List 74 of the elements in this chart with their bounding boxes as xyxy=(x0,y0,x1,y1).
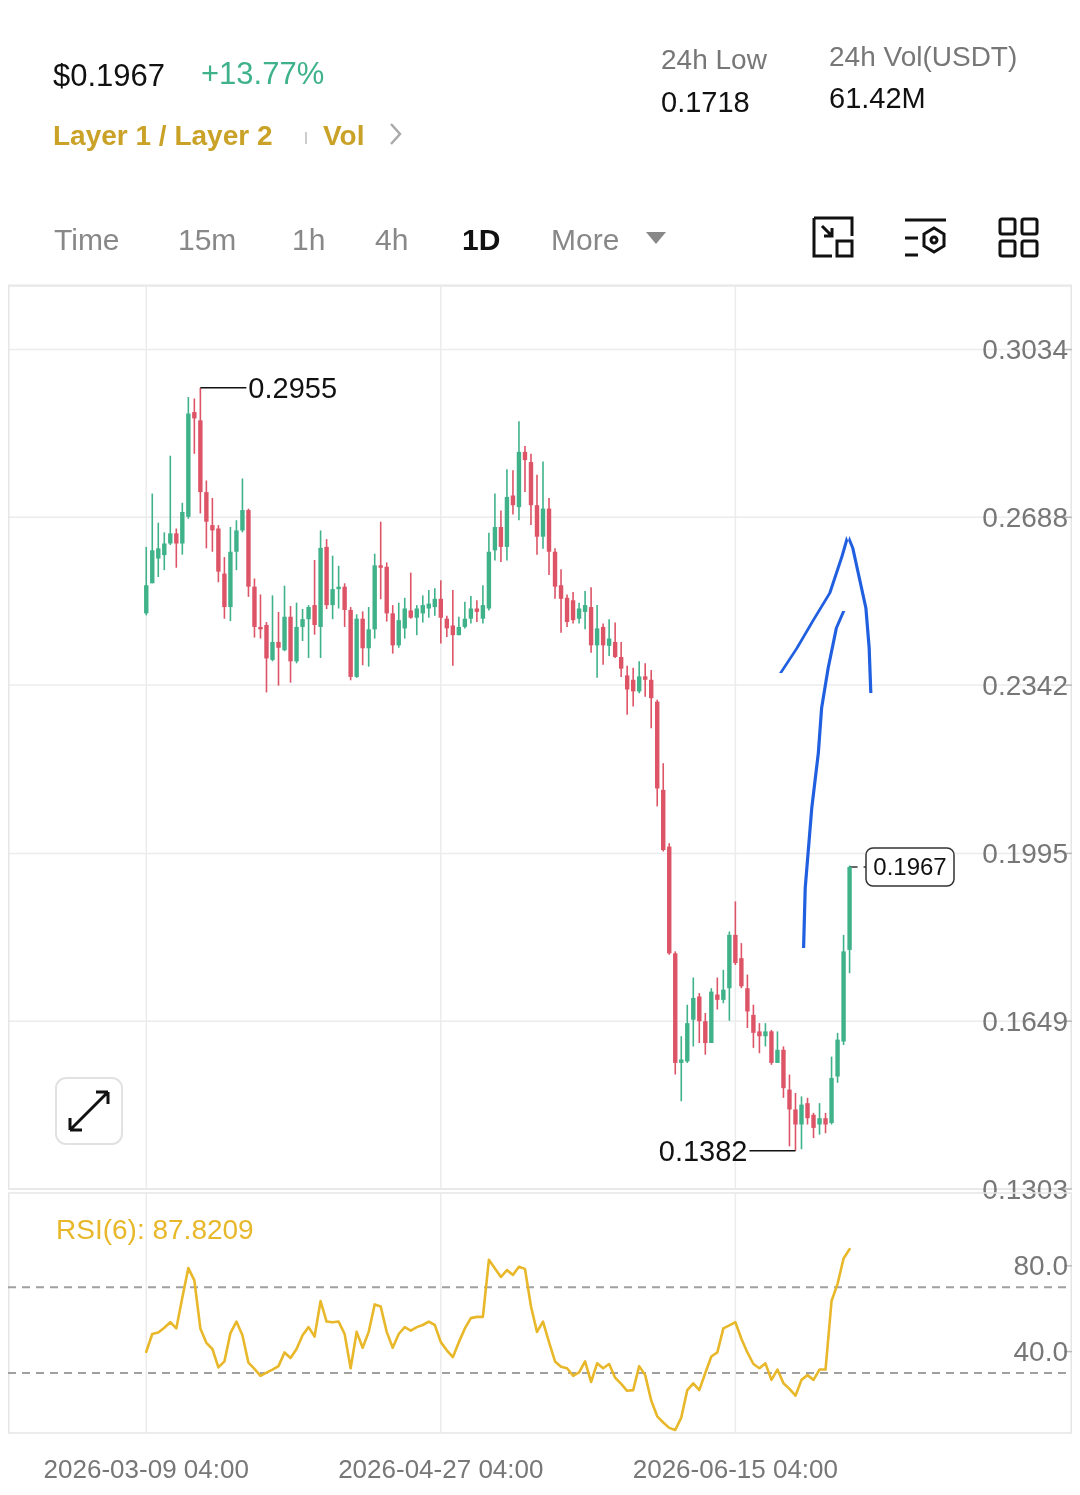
candlestick xyxy=(450,589,456,667)
candlestick xyxy=(480,584,486,625)
candlestick xyxy=(408,571,413,620)
candlestick xyxy=(270,594,275,663)
candlestick xyxy=(336,565,341,610)
text: Time xyxy=(54,223,120,256)
candlestick xyxy=(234,519,239,571)
candlestick xyxy=(558,568,564,634)
candlestick xyxy=(330,554,335,620)
text: 0.1718 xyxy=(661,86,750,118)
candlestick xyxy=(342,582,347,628)
text: Layer 1 / Layer 2 xyxy=(53,120,273,151)
text: 1h xyxy=(292,223,326,256)
candlestick xyxy=(612,621,618,659)
series-label: RSI(6): 87.8209 xyxy=(56,1213,254,1245)
text: 15m xyxy=(178,223,237,256)
candlestick xyxy=(643,662,648,698)
candlestick xyxy=(636,660,642,695)
candlestick xyxy=(594,604,600,679)
text: 1D xyxy=(462,223,501,256)
candlestick xyxy=(799,1095,804,1151)
candlestick xyxy=(763,1022,768,1048)
candlestick xyxy=(312,559,317,636)
text: Vol xyxy=(323,120,365,151)
candlestick xyxy=(823,1112,828,1135)
y-tick-label: 40.0 xyxy=(1013,1336,1068,1368)
candlestick xyxy=(438,579,444,645)
ref-line-label: 0.1967 xyxy=(873,853,947,881)
y-tick-label: 0.1649 xyxy=(982,1005,1068,1037)
candlestick xyxy=(703,1012,708,1056)
candlestick xyxy=(618,641,624,678)
candlestick xyxy=(156,521,161,578)
candlestick xyxy=(787,1073,792,1148)
candlestick xyxy=(426,589,431,619)
candlestick xyxy=(168,454,173,546)
line-series xyxy=(144,1247,851,1432)
y-tick-label: 80.0 xyxy=(1013,1250,1068,1282)
candlestick xyxy=(366,606,371,668)
candlestick xyxy=(174,527,179,569)
text: 24h Low xyxy=(661,44,768,75)
candlestick xyxy=(721,969,726,1005)
annotation: 0.2955 xyxy=(248,371,338,404)
text: 24h Vol(USDT) xyxy=(829,41,1018,72)
y-tick-label: 0.2342 xyxy=(982,669,1068,701)
candlestick xyxy=(793,1092,798,1152)
candlestick xyxy=(240,477,245,534)
y-tick-label: 0.2688 xyxy=(982,501,1068,533)
text: More xyxy=(551,223,620,256)
candlestick xyxy=(582,590,588,631)
text: $0.1967 xyxy=(53,58,166,93)
text: +13.77% xyxy=(201,56,325,91)
y-tick-label: 0.1303 xyxy=(982,1173,1068,1205)
candlestick xyxy=(378,520,383,601)
candlestick xyxy=(306,604,311,659)
candlestick xyxy=(498,509,504,563)
candlestick xyxy=(492,492,498,562)
x-tick-label: 2026-06-15 04:00 xyxy=(632,1454,839,1484)
text: 4h xyxy=(375,223,409,256)
text: 61.42M xyxy=(829,82,926,114)
candlestick xyxy=(745,973,750,1029)
candlestick xyxy=(192,397,197,455)
y-tick-label: 0.1995 xyxy=(982,837,1068,869)
candlestick xyxy=(624,664,630,716)
x-tick-label: 2026-04-27 04:00 xyxy=(338,1454,544,1484)
candlestick xyxy=(817,1102,822,1136)
annotation: 0.1382 xyxy=(658,1134,748,1167)
candlestick xyxy=(715,976,720,1011)
y-tick-label: 0.3034 xyxy=(982,334,1068,366)
x-tick-label: 2026-03-09 04:00 xyxy=(43,1454,249,1484)
candlestick xyxy=(276,611,281,687)
candlestick xyxy=(300,608,305,642)
candlestick xyxy=(691,976,696,1048)
candlestick xyxy=(570,591,576,625)
candlestick xyxy=(775,1030,780,1064)
